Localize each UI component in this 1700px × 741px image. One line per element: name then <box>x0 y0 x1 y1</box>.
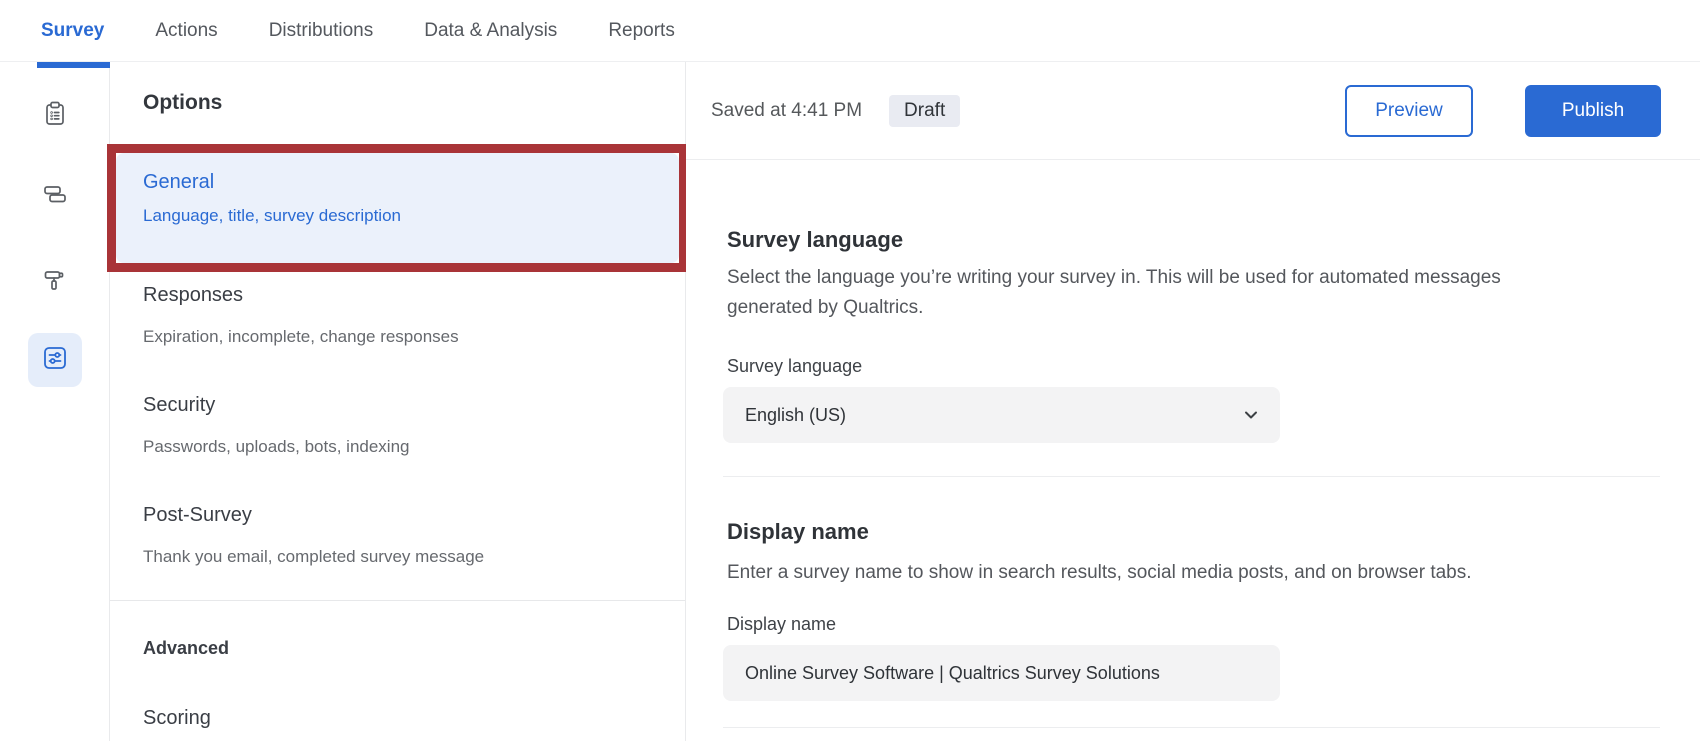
survey-language-title: Survey language <box>727 227 904 252</box>
active-tab-underline <box>37 62 110 68</box>
options-item-general[interactable]: General Language, title, survey descript… <box>116 153 679 263</box>
top-nav: Survey Actions Distributions Data & Anal… <box>0 0 1700 62</box>
options-panel: Options General Language, title, survey … <box>107 62 688 741</box>
tab-survey[interactable]: Survey <box>41 19 105 41</box>
survey-options-button[interactable] <box>28 333 82 387</box>
main-header: Saved at 4:41 PM Draft Preview Publish <box>686 62 1700 160</box>
display-name-input[interactable] <box>723 645 1280 701</box>
options-item-security[interactable]: Security Passwords, uploads, bots, index… <box>143 393 665 458</box>
options-item-post-survey[interactable]: Post-Survey Thank you email, completed s… <box>143 503 665 568</box>
saved-status-text: Saved at 4:41 PM <box>711 99 863 121</box>
left-icon-rail <box>0 62 110 741</box>
options-item-title: Responses <box>143 284 244 306</box>
tab-actions[interactable]: Actions <box>155 19 218 41</box>
paint-roller-icon <box>41 266 69 299</box>
preview-button[interactable]: Preview <box>1345 84 1473 137</box>
tab-data-analysis[interactable]: Data & Analysis <box>424 19 558 41</box>
main-content: Saved at 4:41 PM Draft Preview Publish S… <box>686 62 1700 741</box>
display-name-description: Enter a survey name to show in search re… <box>727 562 1472 583</box>
display-name-field-label: Display name <box>727 614 837 634</box>
publish-button[interactable]: Publish <box>1525 84 1661 137</box>
survey-language-selected-value: English (US) <box>745 404 847 425</box>
tab-distributions[interactable]: Distributions <box>268 19 374 41</box>
section-divider <box>723 476 1660 477</box>
survey-language-description: Select the language you’re writing your … <box>727 267 1501 318</box>
draft-status-badge: Draft <box>889 94 961 127</box>
survey-language-field-label: Survey language <box>727 356 863 376</box>
sliders-icon <box>41 344 69 377</box>
options-item-title: General <box>143 171 215 193</box>
options-item-responses[interactable]: Responses Expiration, incomplete, change… <box>143 283 665 348</box>
clipboard-list-icon <box>41 100 69 133</box>
options-item-subtitle: Language, title, survey description <box>143 206 401 225</box>
options-item-scoring[interactable]: Scoring <box>143 707 211 729</box>
look-and-feel-button[interactable] <box>35 262 75 302</box>
annotation-highlight-box: General Language, title, survey descript… <box>107 144 688 272</box>
panel-section-divider <box>110 600 685 601</box>
options-item-subtitle: Expiration, incomplete, change responses <box>143 327 459 346</box>
options-item-title: Post-Survey <box>143 504 252 526</box>
section-divider <box>723 727 1660 728</box>
blocks-icon <box>41 180 69 213</box>
survey-language-select[interactable]: English (US) <box>723 387 1280 443</box>
options-item-subtitle: Thank you email, completed survey messag… <box>143 547 485 566</box>
survey-builder-button[interactable] <box>35 96 75 136</box>
tab-reports[interactable]: Reports <box>608 19 675 41</box>
survey-flow-button[interactable] <box>35 176 75 216</box>
display-name-title: Display name <box>727 519 869 544</box>
advanced-section-label: Advanced <box>143 638 230 658</box>
options-item-title: Security <box>143 394 216 416</box>
options-panel-title: Options <box>143 91 223 114</box>
header-actions: Preview Publish <box>1345 84 1661 137</box>
options-item-subtitle: Passwords, uploads, bots, indexing <box>143 437 410 456</box>
chevron-down-icon <box>1243 407 1259 428</box>
